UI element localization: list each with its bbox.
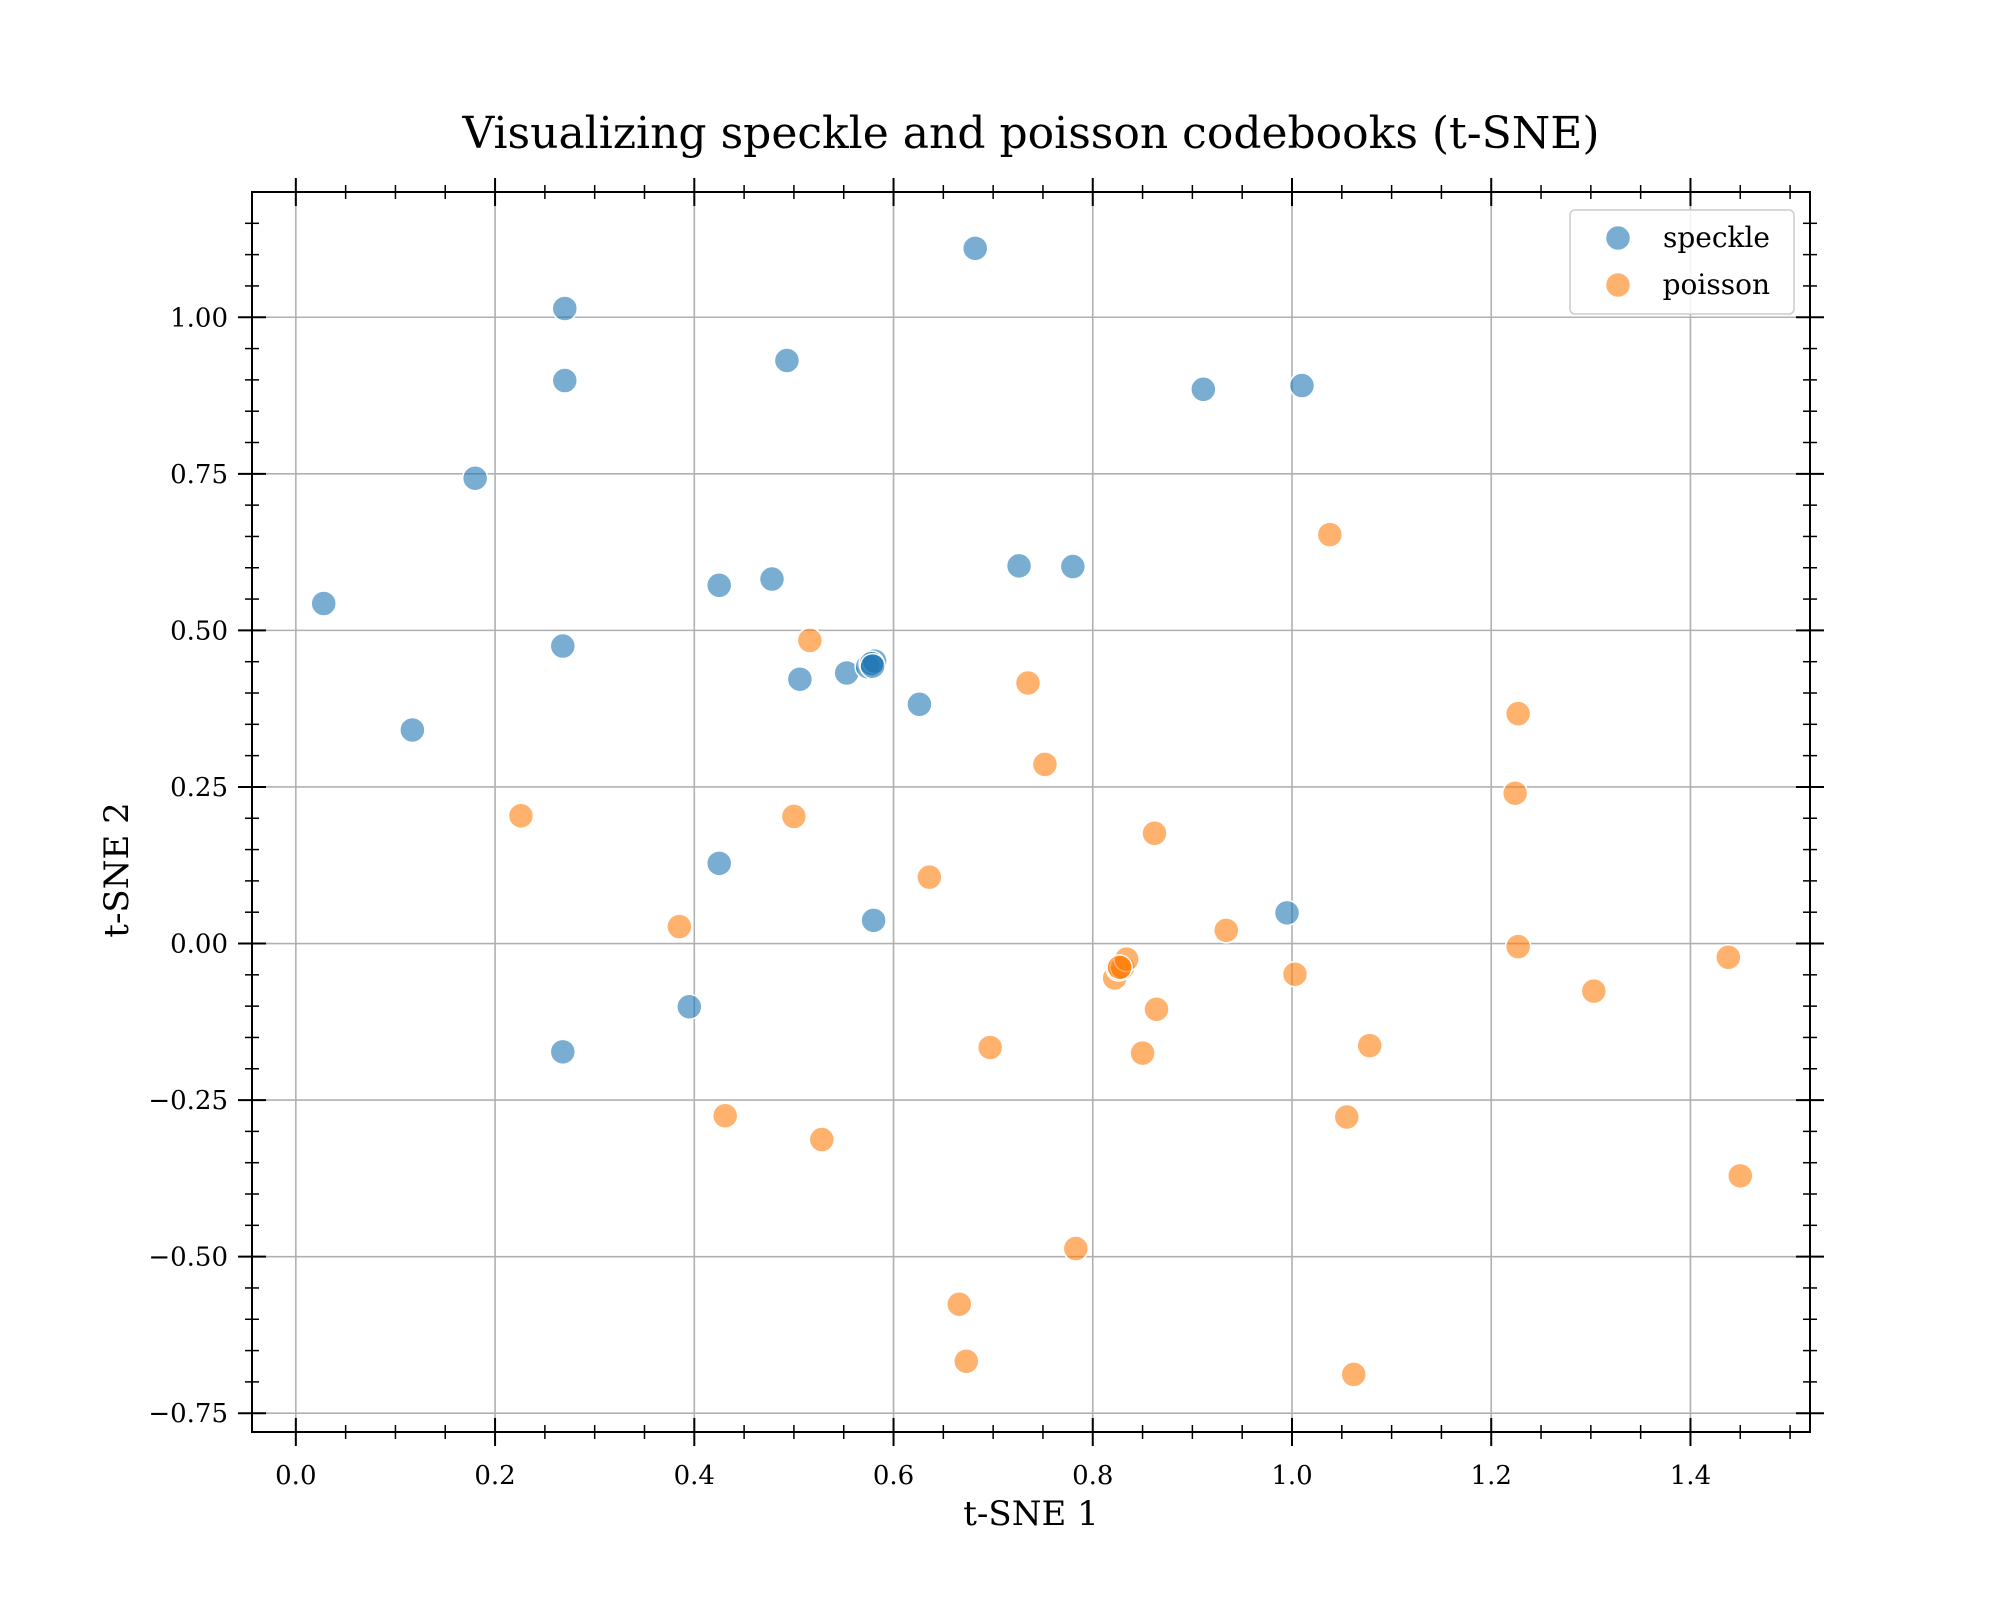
poisson-point (666, 913, 693, 940)
speckle-legend-marker (1604, 224, 1632, 252)
x-tick-label: 0.2 (474, 1461, 515, 1491)
y-tick-label: −0.25 (148, 1086, 228, 1116)
speckle-point (1190, 376, 1217, 403)
poisson-point (1727, 1162, 1754, 1190)
poisson-point (1504, 933, 1532, 960)
y-tick-label: 1.00 (170, 303, 228, 333)
poisson-point (1212, 917, 1240, 944)
speckle-point (461, 464, 489, 492)
grid-lines (252, 192, 1810, 1432)
x-tick-label: 0.4 (674, 1461, 715, 1491)
speckle-point (310, 590, 337, 617)
x-tick-label: 0.0 (275, 1461, 316, 1491)
speckle-point (676, 993, 703, 1021)
poisson-legend-label: poisson (1663, 268, 1770, 301)
poisson-point (952, 1347, 980, 1375)
speckle-point (773, 347, 801, 374)
poisson-point (796, 627, 824, 654)
poisson-point (946, 1290, 973, 1318)
x-axis-label: t-SNE 1 (963, 1494, 1098, 1534)
speckle-legend-label: speckle (1663, 221, 1770, 254)
y-tick-label: 0.50 (170, 616, 228, 646)
speckle-point (1273, 899, 1301, 927)
y-tick-label: −0.75 (148, 1399, 228, 1429)
poisson-point (1333, 1103, 1361, 1131)
speckle-point (786, 665, 814, 693)
speckle-point (906, 691, 933, 718)
speckle-point (1005, 552, 1033, 580)
poisson-point (1143, 996, 1170, 1023)
chart-title: Visualizing speckle and poisson codebook… (461, 108, 1599, 159)
poisson-legend-marker (1604, 271, 1632, 299)
speckle-point (961, 235, 989, 262)
poisson-point (1106, 954, 1133, 981)
y-axis-label: t-SNE 2 (97, 802, 137, 937)
y-tick-label: −0.50 (148, 1243, 228, 1273)
poisson-point (916, 863, 943, 891)
poisson-point (711, 1102, 739, 1129)
x-tick-label: 0.8 (1072, 1461, 1113, 1491)
axes: 0.0 0.2 0.4 0.6 0.8 1.0 1.2 1.4 −0.75 −0.50 −0.25 0… (148, 178, 1824, 1491)
speckle-point (1059, 553, 1087, 580)
poisson-point (1141, 820, 1168, 847)
poisson-point (808, 1126, 836, 1153)
speckle-point (399, 716, 426, 744)
poisson-point (1501, 779, 1529, 807)
speckle-point (549, 1038, 577, 1066)
poisson-point (1316, 521, 1344, 548)
poisson-point (780, 803, 808, 830)
poisson-point (1281, 960, 1309, 988)
speckle-point (551, 295, 579, 322)
speckle-point (1288, 372, 1316, 399)
y-tick-label: 0.00 (170, 930, 228, 960)
poisson-point (1715, 944, 1742, 971)
speckle-point (860, 907, 887, 934)
x-tick-label: 0.6 (873, 1461, 914, 1491)
poisson-point (1580, 977, 1608, 1005)
poisson-point (507, 802, 535, 830)
speckle-point (705, 850, 733, 877)
speckle-point (758, 565, 786, 593)
speckle-point (551, 367, 579, 394)
poisson-point (1504, 700, 1532, 727)
y-tick-label: 0.25 (170, 773, 228, 803)
poisson-point (1340, 1361, 1368, 1388)
y-tick-label: 0.75 (170, 460, 228, 490)
poisson-point (1129, 1039, 1156, 1067)
poisson-point (976, 1034, 1004, 1061)
data-points (310, 235, 1754, 1388)
poisson-point (1062, 1235, 1090, 1262)
speckle-point (549, 632, 577, 660)
x-tick-label: 1.2 (1471, 1461, 1512, 1491)
x-tick-label: 1.0 (1271, 1461, 1312, 1491)
plot-frame (251, 191, 1811, 1433)
speckle-point (859, 652, 886, 680)
poisson-point (1014, 669, 1042, 697)
poisson-point (1031, 751, 1059, 778)
speckle-point (705, 572, 733, 599)
legend: speckle poisson (1569, 209, 1795, 315)
poisson-point (1356, 1032, 1383, 1059)
x-tick-label: 1.4 (1670, 1461, 1711, 1491)
